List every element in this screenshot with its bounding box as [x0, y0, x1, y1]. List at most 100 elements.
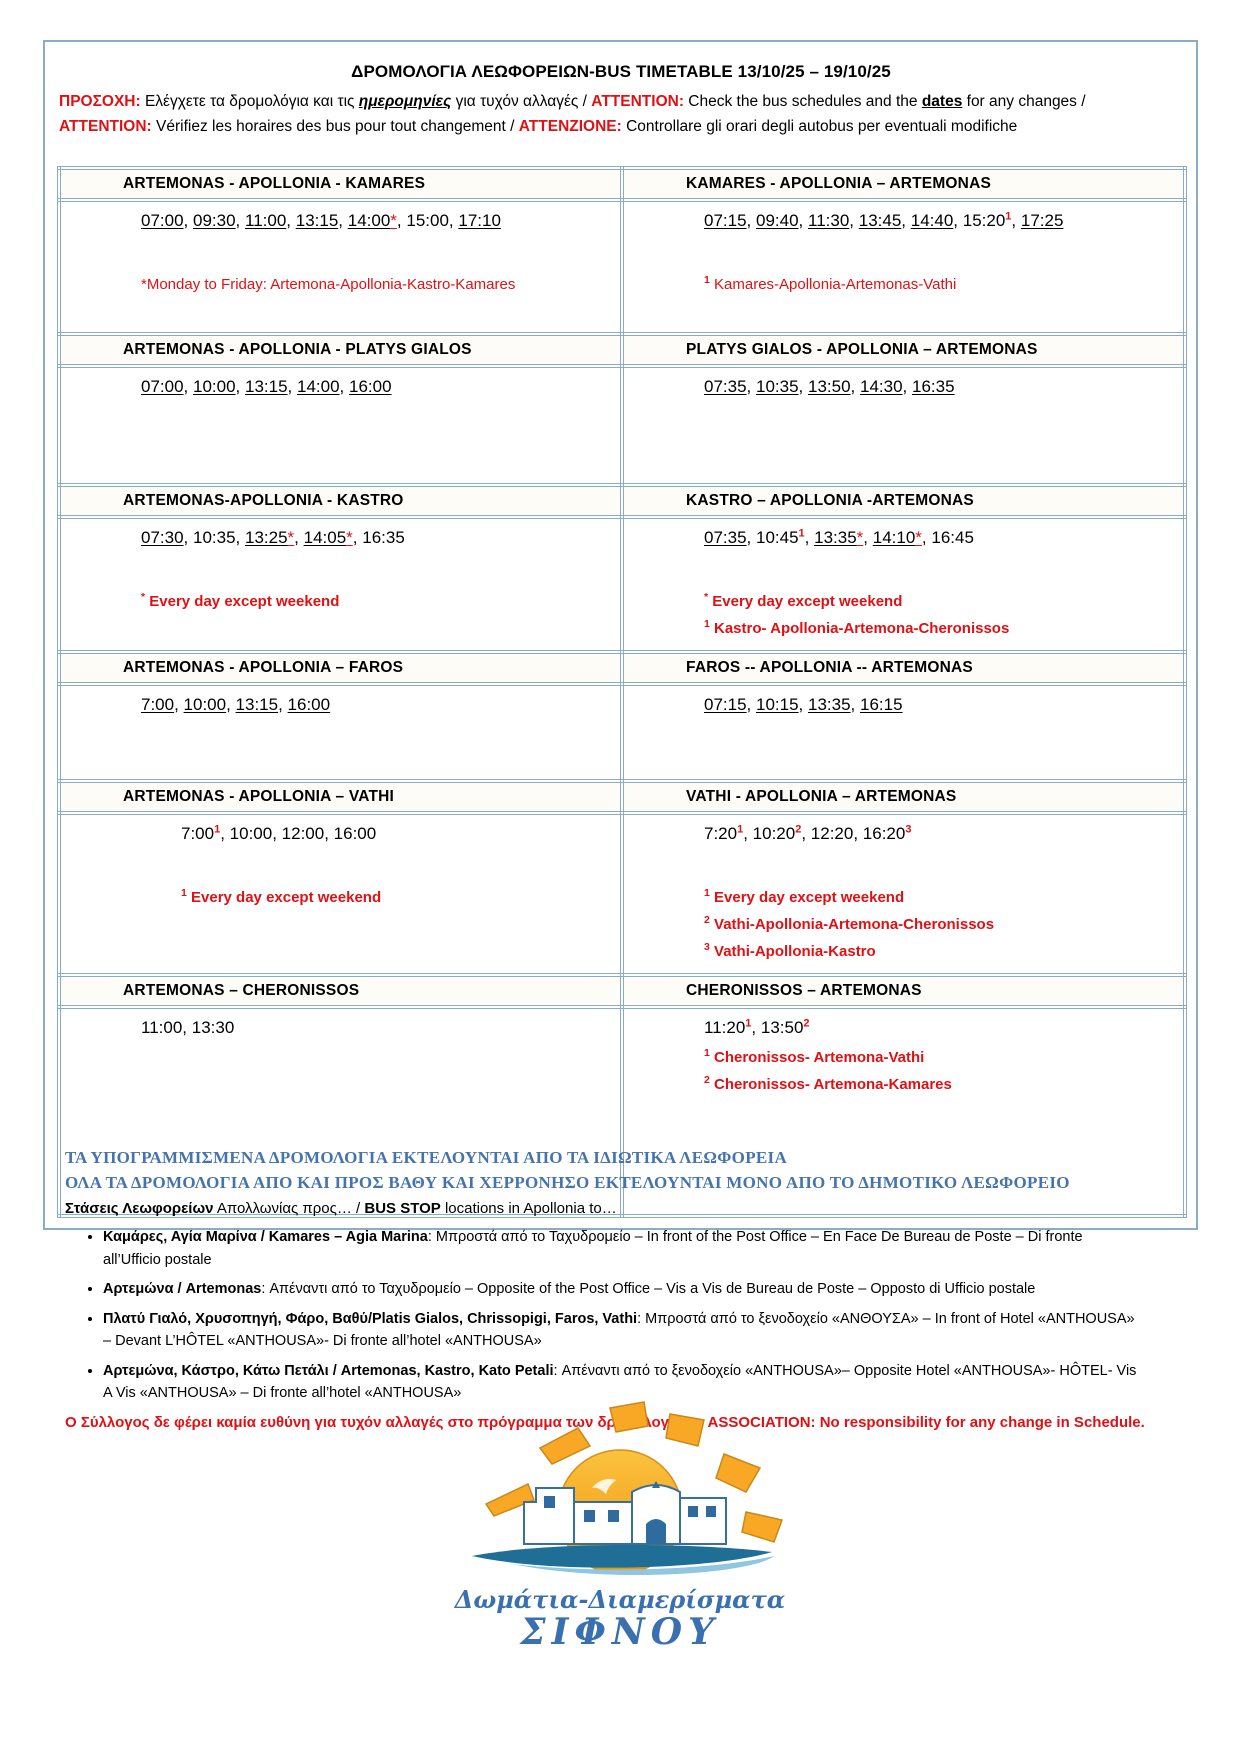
- bus-stop-item: Αρτεμώνα / Artemonas: Απέναντι από το Τα…: [103, 1278, 1143, 1300]
- time-value: 7:20: [704, 823, 738, 843]
- time-value: 07:35: [704, 527, 747, 547]
- route-header: KASTRO – APOLLONIA -ARTEMONAS: [620, 482, 1187, 519]
- route-header: KAMARES - APOLLONIA – ARTEMONAS: [620, 165, 1187, 202]
- schedule-notes: 1 Every day except weekend 2 Vathi-Apollo…: [704, 884, 1175, 965]
- schedule-note: * Every day except weekend: [704, 590, 903, 610]
- bus-stop-item: Πλατύ Γιαλό, Χρυσοπηγή, Φάρο, Βαθύ/Plati…: [103, 1308, 1143, 1353]
- route-header: VATHI - APOLLONIA – ARTEMONAS: [620, 779, 1187, 815]
- bus-stop-name: Αρτεμώνα / Artemonas: [103, 1281, 262, 1298]
- attention-text-en: Check the bus schedules and the: [684, 93, 922, 110]
- village-houses-icon: [523, 1484, 727, 1545]
- time-footnote-ref: 3: [905, 822, 912, 835]
- time-asterisk: *: [346, 527, 353, 547]
- schedule-note: * Every day except weekend: [141, 590, 340, 610]
- time-value: 10:00: [183, 694, 227, 714]
- schedule-notes: 1 Kamares-Apollonia-Artemonas-Vathi: [704, 271, 1175, 298]
- sea-wave-light-icon: [512, 1556, 774, 1576]
- bus-stop-name: Πλατύ Γιαλό, Χρυσοπηγή, Φάρο, Βαθύ/Plati…: [103, 1310, 638, 1327]
- document-frame: ΔΡΟΜΟΛΟΓΙΑ ΛΕΩΦΟΡΕΙΩΝ-BUS TIMETABLE 13/1…: [43, 40, 1198, 1230]
- time-value: 14:00: [347, 210, 391, 230]
- schedule-notes: * Every day except weekend: [141, 588, 612, 615]
- time-footnote-ref: 1: [1005, 209, 1012, 222]
- attention-text-it: Controllare gli orari degli autobus per …: [621, 117, 1018, 135]
- schedule-note: 1 Every day except weekend: [181, 886, 382, 906]
- time-value: 13:15: [295, 210, 339, 230]
- time-value: 11:20: [704, 1017, 746, 1037]
- time-value: 14:05: [303, 527, 347, 547]
- schedule-cell: 11:00, 13:30: [57, 1004, 624, 1218]
- schedule-cell: 07:35, 10:35, 13:50, 14:30, 16:35: [620, 363, 1187, 487]
- route-header: CHERONISSOS – ARTEMONAS: [620, 972, 1187, 1009]
- departure-times: 7:201, 10:202, 12:20, 16:203: [704, 822, 912, 843]
- time-footnote-ref: 2: [803, 1016, 810, 1029]
- attention-note: ΠΡΟΣΟΧΗ: Ελέγχετε τα δρομολόγια και τις …: [59, 90, 1183, 140]
- logo-text-line2: ΣΙΦΝΟΥ: [518, 1611, 720, 1653]
- departure-times: 11:00, 13:30: [141, 1017, 235, 1037]
- schedule-note: 2 Vathi-Apollonia-Artemona-Cheronissos: [704, 913, 995, 933]
- time-value: 15:00: [406, 210, 449, 230]
- bus-stop-name: Καμάρες, Αγία Μαρίνα / Kamares – Agia Ma…: [103, 1229, 428, 1246]
- time-footnote-ref: 1: [214, 822, 221, 835]
- time-value: 12:20: [810, 823, 854, 843]
- schedule-note: 1 Kastro- Apollonia-Artemona-Cheronissos: [704, 617, 1010, 637]
- time-footnote-ref: 1: [745, 1016, 752, 1029]
- bus-stop-intro: Στάσεις Λεωφορείων Απολλωνίας προς… / BU…: [65, 1200, 617, 1218]
- time-value: 10:00: [193, 376, 236, 396]
- bus-stop-description: : Μπροστά από το Ταχυδρομείο – In front …: [103, 1229, 1083, 1268]
- time-value: 07:00: [141, 376, 184, 396]
- attention-label-en: ATTENTION:: [591, 93, 684, 110]
- schedule-notes: 1 Every day except weekend: [181, 884, 612, 911]
- time-footnote-ref: 1: [798, 526, 805, 539]
- attention-word-dates-en: dates: [921, 93, 963, 110]
- sifnos-logo-image: Δωμάτια-Διαμερίσματα ΣΙΦΝΟΥ: [454, 1401, 785, 1653]
- bus-stop-description: : Απέναντι από το ξενοδοχείο «ANTHOUSA»–…: [103, 1362, 1137, 1402]
- time-asterisk: *: [856, 527, 864, 547]
- bus-stop-description: : Μπροστά από το ξενοδοχείο «ΑΝΘΟΥΣΑ» – …: [103, 1310, 1135, 1350]
- time-value: 14:10: [872, 527, 916, 547]
- municipal-bus-notice: ΟΛΑ ΤΑ ΔΡΟΜΟΛΟΓΙΑ ΑΠΟ ΚΑΙ ΠΡΟΣ ΒΑΘΥ ΚΑΙ …: [65, 1172, 1070, 1192]
- time-value: 10:15: [756, 694, 799, 714]
- attention-label-fr: ATTENTION:: [59, 117, 152, 135]
- time-value: 10:00: [229, 823, 273, 843]
- time-asterisk: *: [390, 210, 397, 230]
- time-value: 13:35: [814, 527, 857, 547]
- time-value: 13:30: [191, 1017, 235, 1037]
- schedule-cell: 7:001, 10:00, 12:00, 16:00 1 Every day ex…: [57, 810, 624, 977]
- bus-stop-item: Καμάρες, Αγία Μαρίνα / Kamares – Agia Ma…: [103, 1226, 1143, 1271]
- schedule-note: 1 Every day except weekend: [704, 886, 905, 906]
- page-title: ΔΡΟΜΟΛΟΓΙΑ ΛΕΩΦΟΡΕΙΩΝ-BUS TIMETABLE 13/1…: [351, 62, 891, 81]
- route-header: ARTEMONAS - APOLLONIA – FAROS: [57, 649, 624, 686]
- time-value: 16:15: [860, 694, 903, 714]
- time-value: 11:00: [141, 1017, 183, 1037]
- attention-text-fr: Vérifiez les horaires des bus pour tout …: [151, 117, 519, 135]
- time-value: 07:00: [141, 210, 184, 230]
- time-value: 11:30: [808, 210, 850, 230]
- schedule-note: 2 Cheronissos- Artemona-Kamares: [704, 1073, 952, 1093]
- attention-label-it: ATTENZIONE:: [518, 117, 622, 135]
- bus-stop-name: Αρτεμώνα, Κάστρο, Κάτω Πετάλι / Artemona…: [103, 1362, 554, 1379]
- route-header: PLATYS GIALOS - APOLLONIA – ARTEMONAS: [620, 331, 1187, 368]
- attention-text-gr: Ελέγχετε τα δρομολόγια και τις: [140, 93, 359, 110]
- time-value: 16:00: [333, 823, 377, 843]
- time-value: 13:15: [235, 694, 279, 714]
- time-value: 15:20: [962, 210, 1006, 230]
- time-value: 12:00: [281, 823, 325, 843]
- bus-stop-list: Καμάρες, Αγία Μαρίνα / Kamares – Agia Ma…: [85, 1226, 1195, 1404]
- sea-wave-icon: [472, 1544, 772, 1568]
- time-footnote-ref: 2: [795, 822, 802, 835]
- departure-times: 07:15, 10:15, 13:35, 16:15: [704, 694, 903, 714]
- schedule-cell: 7:00, 10:00, 13:15, 16:00: [57, 681, 624, 783]
- time-value: 07:15: [704, 694, 747, 714]
- schedule-note: *Monday to Friday: Artemona-Apollonia-Ka…: [141, 275, 516, 293]
- time-value: 16:35: [912, 376, 955, 396]
- schedule-notes: 1 Cheronissos- Artemona-Vathi 2 Cheroniss…: [704, 1044, 1175, 1098]
- route-header: FAROS -- APOLLONIA -- ARTEMONAS: [620, 649, 1187, 686]
- bus-timetable: ARTEMONAS - APOLLONIA - KAMARES KAMARES -…: [57, 165, 1187, 1218]
- schedule-cell: 07:00, 09:30, 11:00, 13:15, 14:00*, 15:0…: [57, 197, 624, 336]
- bus-stop-intro-en: BUS STOP: [364, 1200, 441, 1218]
- time-value: 13:50: [760, 1017, 804, 1037]
- route-header: ARTEMONAS-APOLLONIA - KASTRO: [57, 482, 624, 519]
- time-value: 13:50: [808, 376, 851, 396]
- footer-notes: ΤΑ ΥΠΟΓΡΑΜΜΙΣΜΕΝΑ ΔΡΟΜΟΛΟΓΙΑ ΕΚΤΕΛΟΥΝΤΑΙ…: [65, 1146, 1195, 1431]
- house-windows-icon: [544, 1481, 716, 1544]
